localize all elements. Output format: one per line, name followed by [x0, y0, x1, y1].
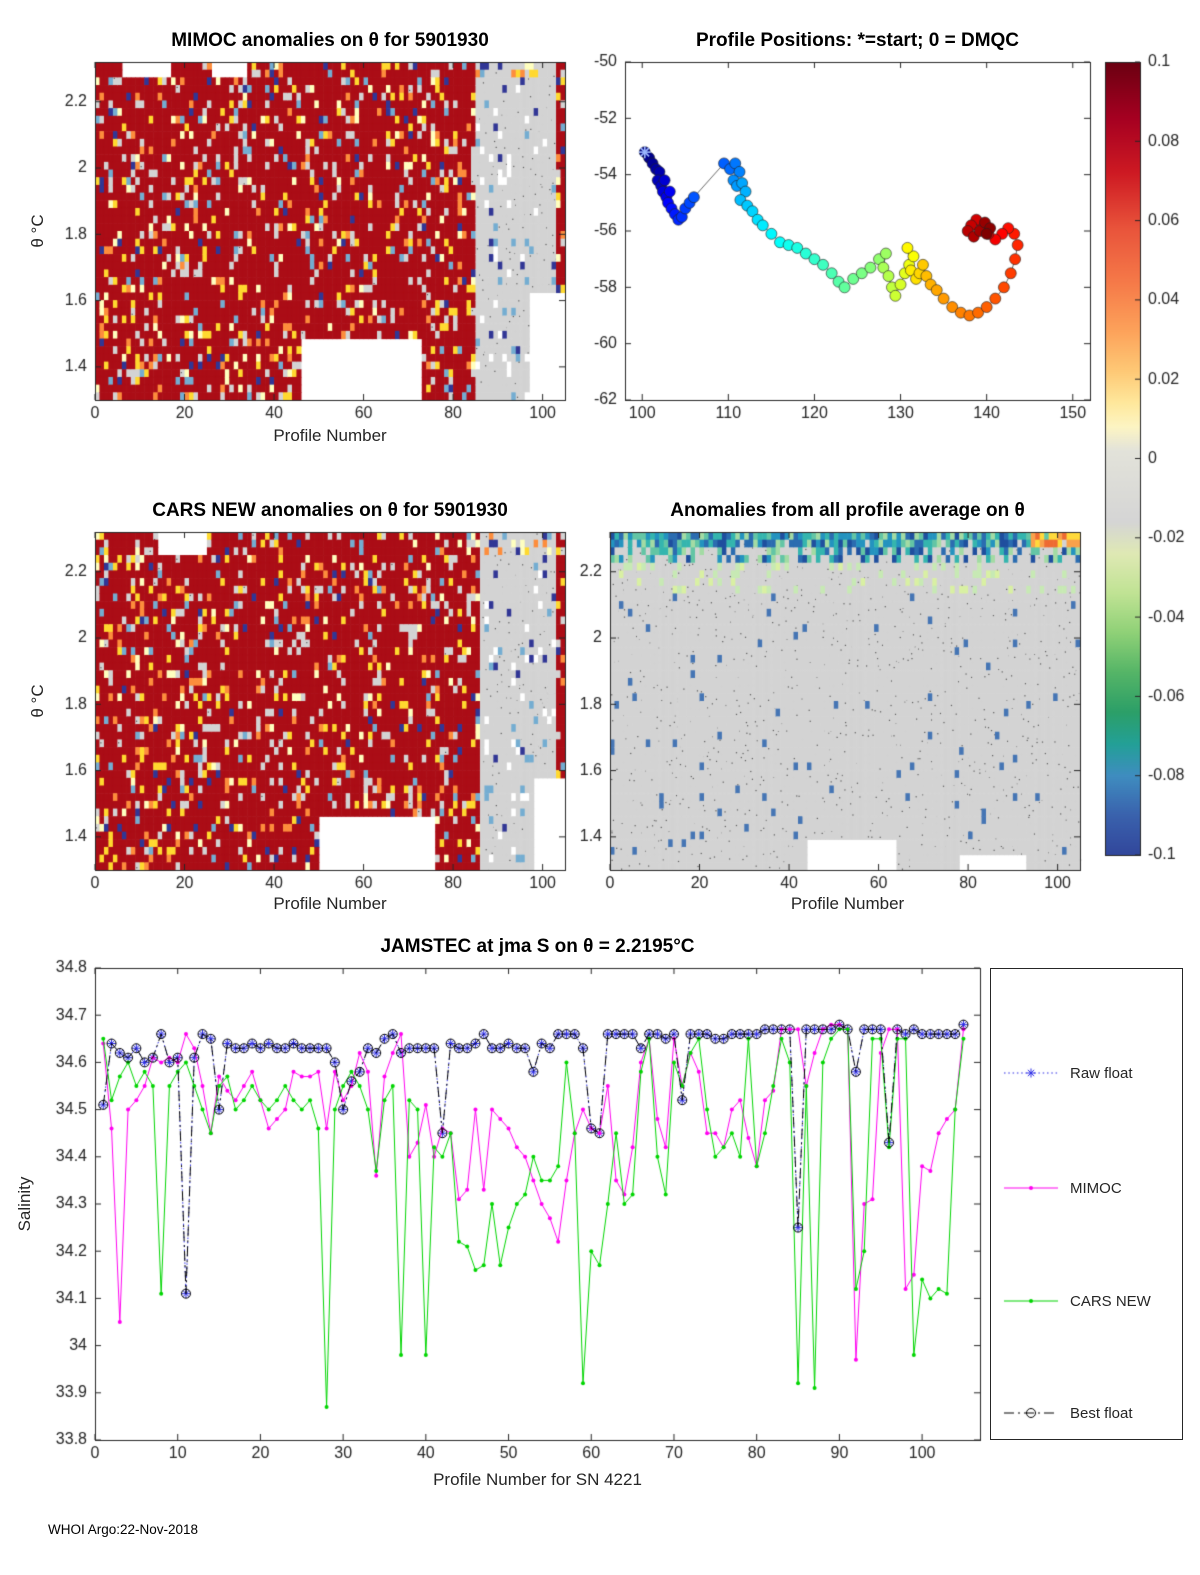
mimoc-plot-title: MIMOC anomalies on θ for 5901930 — [171, 30, 489, 51]
legend-label-cars-new: CARS NEW — [1070, 1292, 1151, 1310]
legend-entry-cars-new: CARS NEW — [1001, 1287, 1151, 1315]
avg-plot-title: Anomalies from all profile average on θ — [670, 500, 1025, 521]
average-anomaly-heatmap — [535, 520, 1095, 930]
raw-float-line-sample — [1001, 1061, 1061, 1085]
cars-new-line-sample — [1001, 1289, 1061, 1313]
mimoc-anomaly-heatmap — [20, 50, 580, 460]
legend-label-mimoc: MIMOC — [1070, 1179, 1122, 1197]
jamstec-plot-title: JAMSTEC at jma S on θ = 2.2195°C — [380, 936, 695, 957]
positions-plot-title: Profile Positions: *=start; 0 = DMQC — [695, 30, 1020, 51]
salinity-timeseries-plot — [20, 955, 995, 1515]
legend-label-raw-float: Raw float — [1070, 1064, 1133, 1082]
profile-positions-map — [555, 50, 1100, 460]
best-float-line-sample — [1001, 1401, 1061, 1425]
cars-anomaly-heatmap — [20, 520, 580, 930]
mimoc-line-sample — [1001, 1176, 1061, 1200]
timeseries-legend: Raw float MIMOC CARS NEW Best float — [990, 968, 1183, 1440]
legend-entry-best-float: Best float — [1001, 1399, 1133, 1427]
figure-footer-timestamp: WHOI Argo:22-Nov-2018 — [48, 1522, 199, 1537]
anomaly-colorbar — [1100, 50, 1195, 870]
legend-entry-mimoc: MIMOC — [1001, 1174, 1122, 1202]
legend-label-best-float: Best float — [1070, 1404, 1133, 1422]
legend-entry-raw-float: Raw float — [1001, 1059, 1133, 1087]
cars-plot-title: CARS NEW anomalies on θ for 5901930 — [152, 500, 508, 521]
